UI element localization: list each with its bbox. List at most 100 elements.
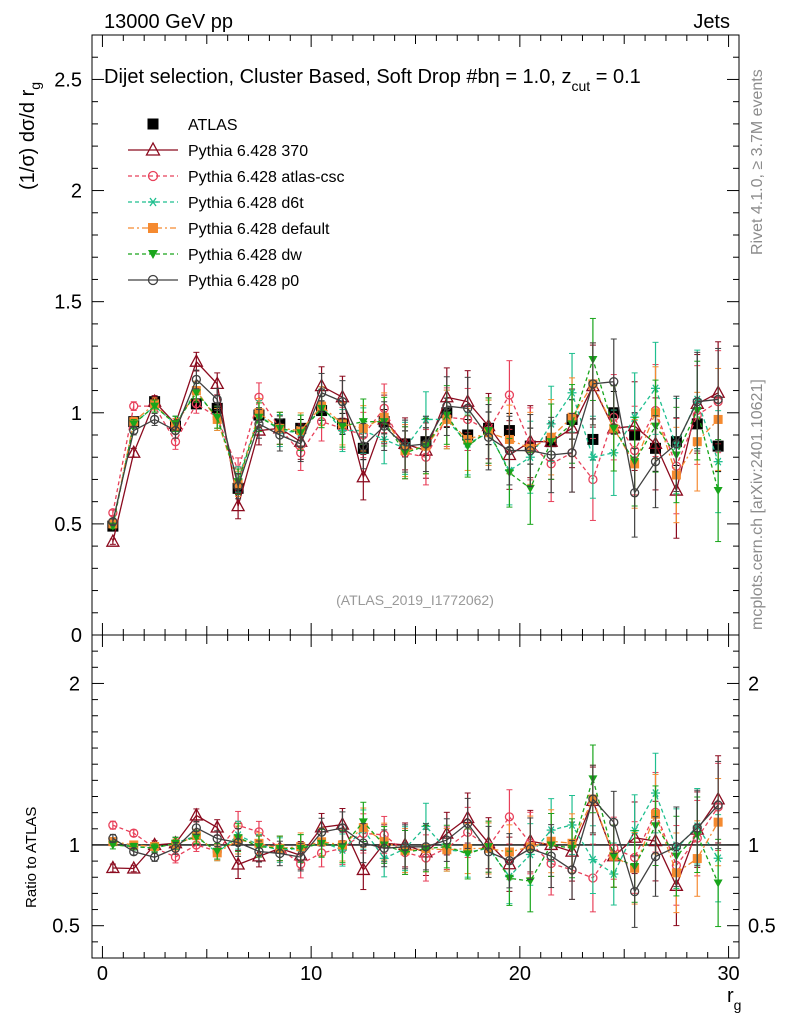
marker: [189, 353, 204, 367]
marker: [148, 250, 158, 259]
marker: [296, 439, 306, 449]
legend-entry: Pythia 6.428 dw: [128, 247, 302, 264]
legend: ATLAS Pythia 6.428 370 Pythia 6.428 atlas-…: [128, 117, 345, 290]
x-axis-label: rg: [727, 985, 741, 1013]
x-tick-label: 0: [97, 963, 108, 985]
marker: [525, 445, 535, 456]
series-line: [112, 797, 719, 874]
marker: [254, 846, 264, 857]
y-tick-label-main: 2: [71, 181, 82, 203]
marker: [567, 448, 577, 458]
marker: [692, 397, 702, 407]
x-tick-label: 20: [509, 963, 531, 985]
legend-entry: ATLAS: [147, 117, 238, 134]
marker: [421, 842, 431, 852]
rivet-label: Rivet 4.1.0, ≥ 3.7M events: [749, 69, 766, 255]
marker: [671, 842, 682, 852]
marker: [129, 828, 139, 838]
marker: [147, 274, 159, 286]
axis-ticks: 0 10 20 30 0.5 1 1.5 2 2.5 0 0.5 0.5 1 1 2 2: [52, 34, 776, 985]
marker: [671, 439, 682, 449]
marker: [713, 800, 723, 810]
y-tick-label-ratio: 1: [69, 835, 80, 857]
marker: [463, 818, 473, 829]
marker: [442, 401, 452, 411]
series-main: [105, 317, 726, 547]
title-end: = 0.1: [590, 66, 641, 88]
marker: [191, 389, 201, 398]
marker: [650, 457, 661, 467]
marker: [463, 403, 473, 413]
title-eta: η = 1.0, z: [489, 66, 572, 88]
marker: [126, 860, 141, 874]
marker: [609, 377, 619, 387]
marker: [629, 886, 640, 897]
marker: [588, 794, 598, 804]
series-pythia-6-428-p0: [108, 338, 723, 538]
marker: [129, 847, 139, 857]
marker: [546, 851, 556, 861]
ratio-panel-frame: [91, 634, 740, 959]
marker: [463, 442, 473, 451]
marker: [275, 430, 285, 440]
marker: [337, 843, 347, 852]
title-main: Dijet selection, Cluster Based, Soft Dro…: [104, 66, 489, 88]
y-tick-label-main: 2.5: [54, 69, 82, 91]
ratio-series-pythia-6-428-p0: [108, 760, 723, 928]
marker: [149, 852, 160, 862]
marker: [567, 865, 577, 875]
y-tick-label-main-zero: 0: [71, 625, 82, 647]
x-label-text: r: [727, 985, 734, 1007]
marker: [588, 453, 598, 462]
marker: [588, 855, 598, 864]
y-axis-label-main: (1/σ) dσ/d rg: [17, 82, 43, 190]
marker: [713, 394, 723, 405]
y-tick-label-main: 1: [71, 403, 82, 425]
legend-label: ATLAS: [188, 117, 238, 134]
marker: [650, 851, 661, 862]
marker: [212, 847, 222, 856]
marker: [296, 852, 306, 862]
marker: [108, 833, 118, 844]
y-tick-label-ratio-right: 2: [748, 673, 759, 695]
legend-label: Pythia 6.428 dw: [188, 247, 302, 264]
marker: [358, 838, 368, 848]
series-pythia-6-428-370: [105, 341, 726, 547]
series-line: [112, 378, 719, 522]
marker: [108, 841, 118, 850]
marker: [129, 425, 139, 436]
marker: [356, 862, 371, 876]
y-tick-label-ratio: 0.5: [52, 916, 80, 938]
y-label-main-sub: g: [27, 82, 43, 90]
marker: [588, 379, 598, 389]
marker: [358, 441, 368, 451]
marker: [379, 421, 389, 431]
marker: [337, 823, 348, 833]
legend-label: Pythia 6.428 370: [188, 143, 308, 160]
marker: [148, 223, 158, 233]
marker: [147, 118, 159, 130]
y-label-main-text: (1/σ) dσ/d r: [17, 89, 39, 190]
marker: [233, 481, 243, 491]
marker: [170, 843, 181, 854]
y-tick-label-main: 0.5: [54, 514, 82, 536]
marker: [692, 823, 702, 833]
marker: [358, 818, 368, 827]
marker: [504, 856, 515, 866]
marker: [149, 414, 160, 425]
marker: [504, 390, 515, 400]
legend-entry: Pythia 6.428 default: [128, 221, 330, 238]
marker: [400, 842, 410, 852]
x-tick-label: 30: [717, 963, 739, 985]
marker: [212, 413, 222, 422]
x-tick-label: 10: [300, 963, 322, 985]
marker: [483, 432, 494, 442]
legend-entry: Pythia 6.428 atlas-csc: [128, 169, 345, 186]
marker: [421, 439, 431, 449]
marker: [150, 402, 160, 411]
y-tick-label-ratio: 2: [69, 673, 80, 695]
legend-entry: Pythia 6.428 d6t: [128, 195, 304, 212]
marker: [191, 374, 202, 385]
y-tick-label-ratio-right: 0.5: [748, 916, 776, 938]
